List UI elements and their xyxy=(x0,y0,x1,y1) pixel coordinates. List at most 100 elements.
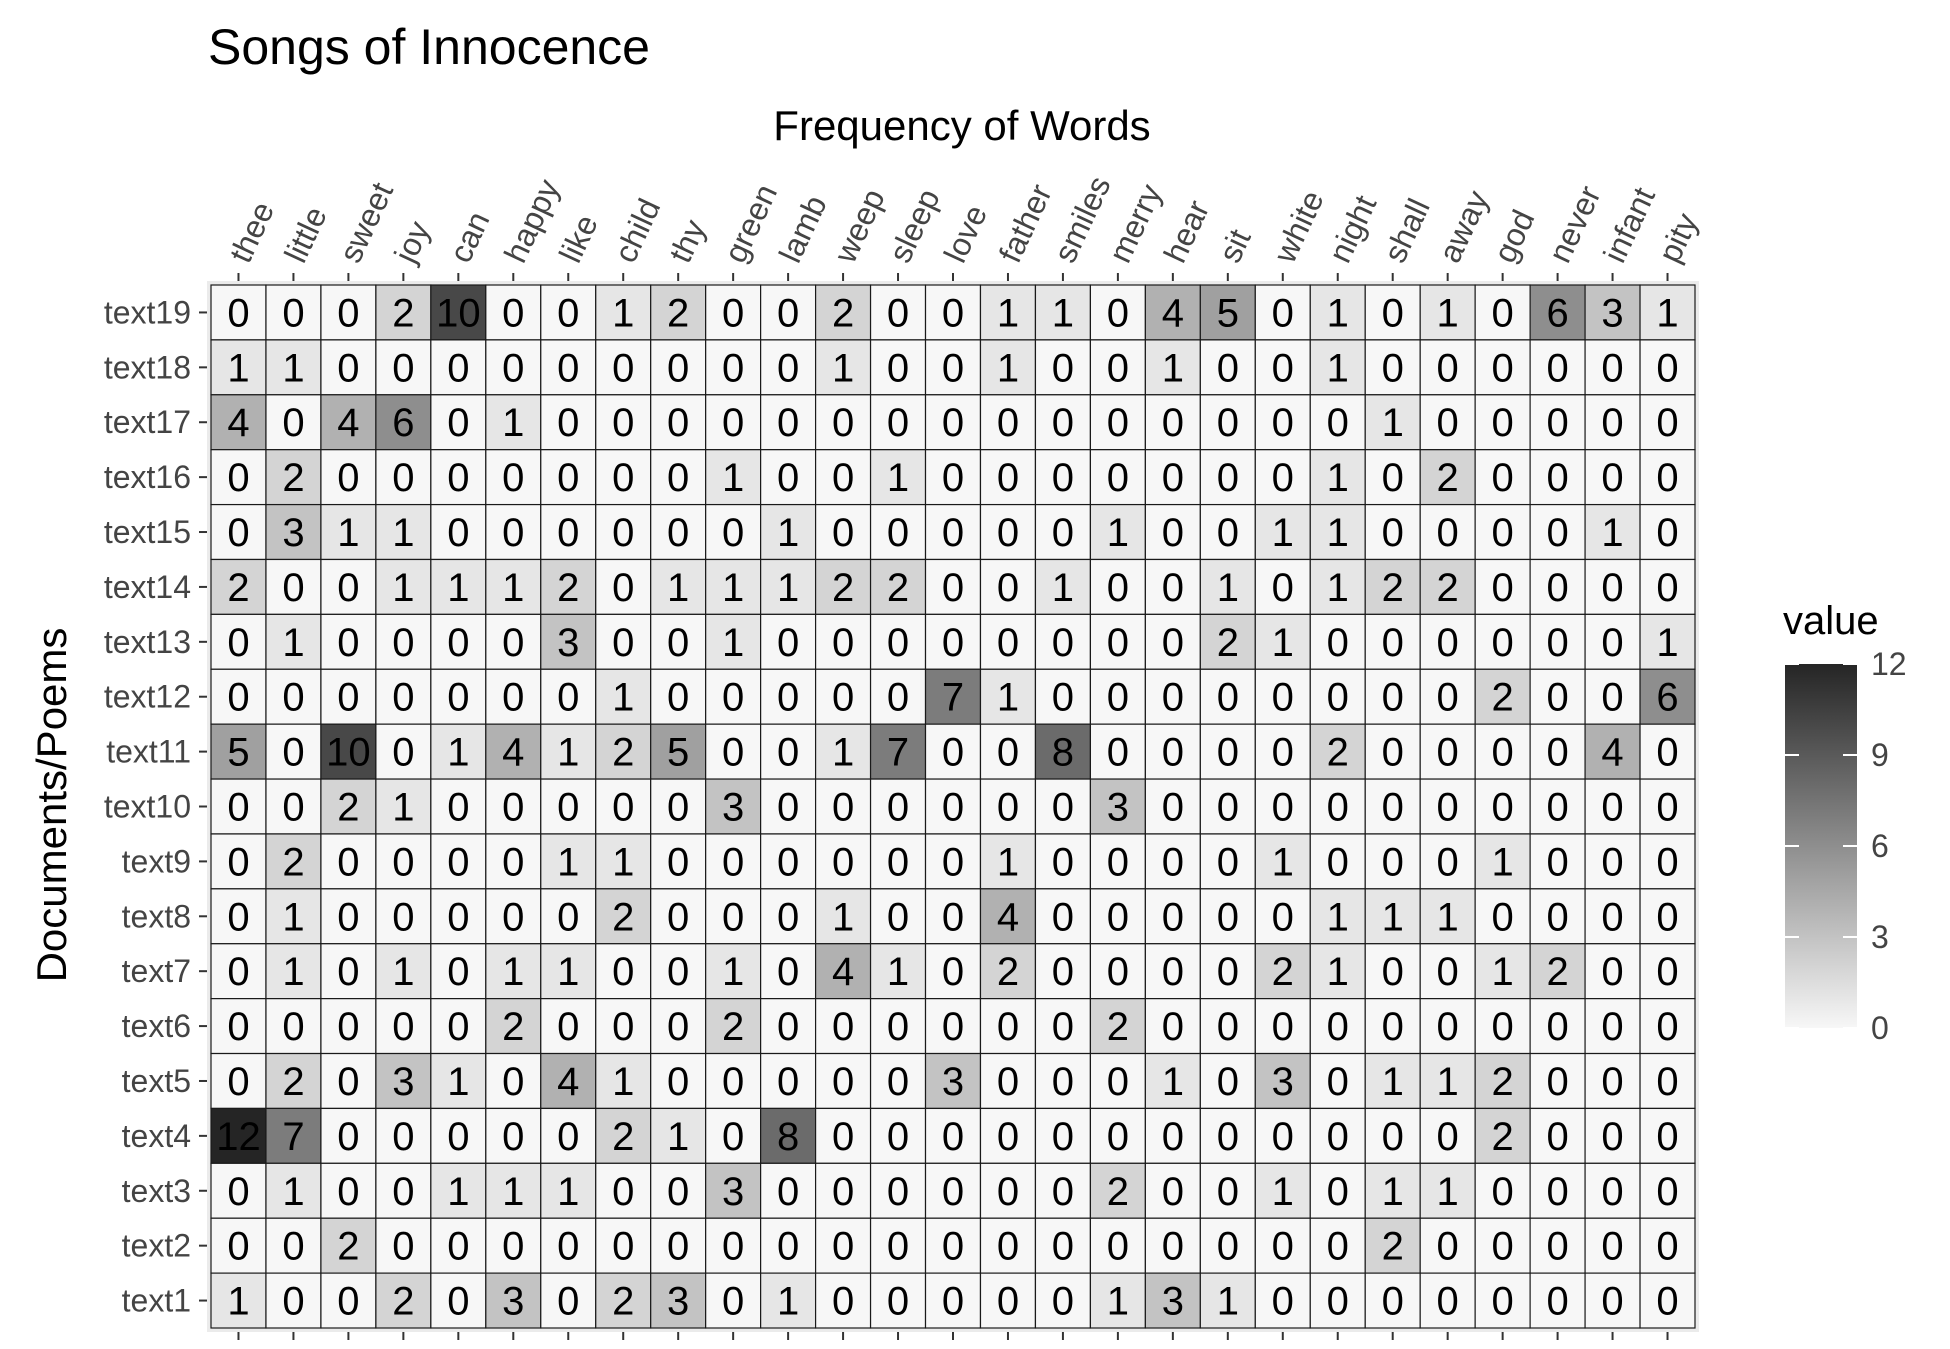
cell-value-label: 1 xyxy=(1107,1280,1129,1324)
cell-value-label: 1 xyxy=(447,1170,469,1214)
heatmap-cell xyxy=(1254,1272,1311,1329)
heatmap-cell xyxy=(814,613,872,670)
cell-value-label: 0 xyxy=(887,840,909,884)
cell-value-label: 0 xyxy=(1492,621,1514,665)
cell-value-label: 0 xyxy=(1052,895,1074,939)
cell-value-label: 0 xyxy=(447,786,469,830)
cell-value-label: 0 xyxy=(942,456,964,500)
cell-value-label: 0 xyxy=(1107,1115,1129,1159)
heatmap-cell xyxy=(1034,284,1092,341)
y-tick-label: text1 xyxy=(122,1283,191,1319)
cell-value-label: 0 xyxy=(722,731,744,775)
cell-value-label: 2 xyxy=(502,1005,524,1049)
cell-value-label: 0 xyxy=(1327,786,1349,830)
cell-value-label: 0 xyxy=(1052,401,1074,445)
x-tick-label: joy xyxy=(387,216,437,269)
cell-value-label: 0 xyxy=(1162,566,1184,610)
cell-value-label: 0 xyxy=(1327,1170,1349,1214)
heatmap-cell xyxy=(650,1107,707,1164)
heatmap-cell xyxy=(705,833,762,890)
cell-value-label: 0 xyxy=(942,1225,964,1269)
heatmap-cell xyxy=(1639,943,1696,1000)
cell-value-label: 0 xyxy=(942,786,964,830)
cell-value-label: 0 xyxy=(1162,731,1184,775)
cell-value-label: 0 xyxy=(502,621,524,665)
cell-value-label: 0 xyxy=(1601,621,1623,665)
cell-value-label: 0 xyxy=(1217,401,1239,445)
cell-value-label: 4 xyxy=(997,895,1019,939)
heatmap-cell xyxy=(265,1107,322,1164)
cell-value-label: 0 xyxy=(1217,840,1239,884)
cell-value-label: 3 xyxy=(1107,786,1129,830)
cell-value-label: 0 xyxy=(1492,1005,1514,1049)
heatmap-panel: 0 0 0 2 10 0 0 1 2 0 0 2 0 0 1 1 0 4 5 0 1 0 1 0 6 3 11 1 0 0 0 0 0 0 0 0 0 1… xyxy=(207,281,1699,1332)
heatmap-cell xyxy=(265,394,322,451)
cell-value-label: 0 xyxy=(1437,346,1459,390)
heatmap-cell xyxy=(485,668,542,725)
cell-value-label: 2 xyxy=(1107,1005,1129,1049)
cell-value-label: 0 xyxy=(832,1005,854,1049)
heatmap-cell xyxy=(924,1162,982,1219)
cell-value-label: 0 xyxy=(447,621,469,665)
cell-value-label: 2 xyxy=(227,566,249,610)
cell-value-label: 0 xyxy=(997,566,1019,610)
heatmap-cell xyxy=(430,503,487,561)
cell-value-label: 2 xyxy=(337,786,359,830)
heatmap-cell xyxy=(1639,998,1696,1055)
heatmap-cell xyxy=(760,723,817,780)
cell-value-label: 0 xyxy=(1327,1280,1349,1324)
cell-value-label: 0 xyxy=(997,731,1019,775)
cell-value-label: 3 xyxy=(557,621,579,665)
cell-value-label: 0 xyxy=(942,346,964,390)
cell-value-label: 0 xyxy=(1107,1060,1129,1104)
cell-value-label: 0 xyxy=(612,1225,634,1269)
heatmap-cell xyxy=(979,888,1037,945)
cell-value-label: 0 xyxy=(1546,731,1568,775)
heatmap-cell xyxy=(705,888,762,945)
heatmap-cell xyxy=(595,558,652,615)
cell-value-label: 0 xyxy=(1162,1115,1184,1159)
cell-value-label: 0 xyxy=(1272,895,1294,939)
cell-value-label: 2 xyxy=(1492,1060,1514,1104)
cell-value-label: 0 xyxy=(997,1170,1019,1214)
cell-value-label: 0 xyxy=(667,346,689,390)
cell-value-label: 8 xyxy=(1052,731,1074,775)
cell-value-label: 0 xyxy=(1601,676,1623,720)
heatmap-cell xyxy=(375,613,432,670)
heatmap-cell xyxy=(705,943,762,1000)
x-tick-label: infant xyxy=(1596,182,1662,268)
cell-value-label: 12 xyxy=(216,1115,261,1159)
cell-value-label: 0 xyxy=(282,731,304,775)
cell-value-label: 0 xyxy=(1052,1225,1074,1269)
y-tick-label: text12 xyxy=(104,679,191,715)
cell-value-label: 0 xyxy=(832,786,854,830)
heatmap-cell xyxy=(1034,339,1092,396)
cell-value-label: 0 xyxy=(227,621,249,665)
cell-value-label: 2 xyxy=(887,566,909,610)
cell-value-label: 0 xyxy=(1162,950,1184,994)
heatmap-cell xyxy=(1089,668,1146,725)
x-tick-label: thy xyxy=(662,214,713,268)
cell-value-label: 0 xyxy=(1272,456,1294,500)
heatmap-cell xyxy=(1474,1272,1531,1329)
cell-value-label: 4 xyxy=(337,401,359,445)
cell-value-label: 0 xyxy=(1492,401,1514,445)
heatmap-cell xyxy=(1089,723,1146,780)
cell-value-label: 0 xyxy=(1382,1005,1404,1049)
cell-value-label: 0 xyxy=(942,950,964,994)
cell-value-label: 0 xyxy=(942,511,964,555)
cell-value-label: 0 xyxy=(612,346,634,390)
heatmap-cell xyxy=(760,943,817,1000)
heatmap-cell xyxy=(814,1162,872,1219)
cell-value-label: 0 xyxy=(667,676,689,720)
cell-value-label: 0 xyxy=(1382,786,1404,830)
heatmap-cell xyxy=(375,943,432,1000)
cell-value-label: 2 xyxy=(282,1060,304,1104)
cell-value-label: 4 xyxy=(1601,731,1623,775)
cell-value-label: 0 xyxy=(557,786,579,830)
cell-value-label: 0 xyxy=(832,1060,854,1104)
heatmap-cell xyxy=(650,723,707,780)
cell-value-label: 0 xyxy=(1162,1225,1184,1269)
heatmap-cell xyxy=(705,394,762,451)
cell-value-label: 0 xyxy=(1656,511,1678,555)
